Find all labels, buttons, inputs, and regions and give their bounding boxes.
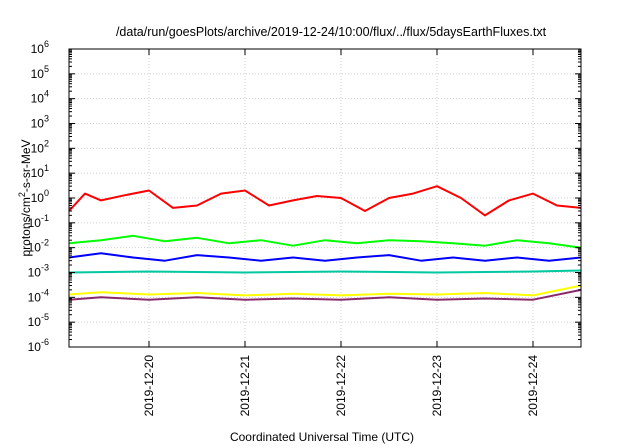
series-line xyxy=(68,288,582,301)
y-tick-label: 102 xyxy=(31,138,49,155)
y-tick-label: 104 xyxy=(31,89,49,106)
series-line xyxy=(68,234,582,249)
x-axis-label: Coordinated Universal Time (UTC) xyxy=(230,430,414,444)
y-tick-label: 105 xyxy=(31,64,49,81)
series-line xyxy=(68,185,582,217)
y-tick-label: 10-1 xyxy=(28,213,49,230)
y-tick-label: 106 xyxy=(31,39,49,56)
y-tick-label: 10-4 xyxy=(28,287,49,304)
chart-title: /data/run/goesPlots/archive/2019-12-24/1… xyxy=(116,25,547,39)
series-line xyxy=(68,252,582,262)
y-tick-label: 10-5 xyxy=(28,312,49,329)
x-tick-label: 2019-12-23 xyxy=(430,355,444,417)
y-tick-label: 101 xyxy=(31,163,49,180)
y-tick-label: 10-3 xyxy=(28,263,49,280)
x-tick-label: 2019-12-20 xyxy=(142,355,156,417)
y-tick-label: 10-2 xyxy=(28,238,49,255)
series-lines xyxy=(68,185,582,301)
series-line xyxy=(68,284,582,297)
y-tick-label: 10-6 xyxy=(28,337,49,354)
grid xyxy=(69,49,581,347)
x-tick-label: 2019-12-24 xyxy=(526,355,540,417)
x-tick-label: 2019-12-22 xyxy=(334,355,348,417)
y-tick-label: 100 xyxy=(31,188,49,205)
y-tick-label: 103 xyxy=(31,114,49,131)
series-line xyxy=(68,269,582,274)
ticks: 10-6 10-5 10-4 10-3 10-2 10-1 100 101 102 103 104 1… xyxy=(28,39,581,416)
x-tick-label: 2019-12-21 xyxy=(238,355,252,417)
y-axis-label: protons/cm2-s-sr-MeV xyxy=(17,139,33,256)
